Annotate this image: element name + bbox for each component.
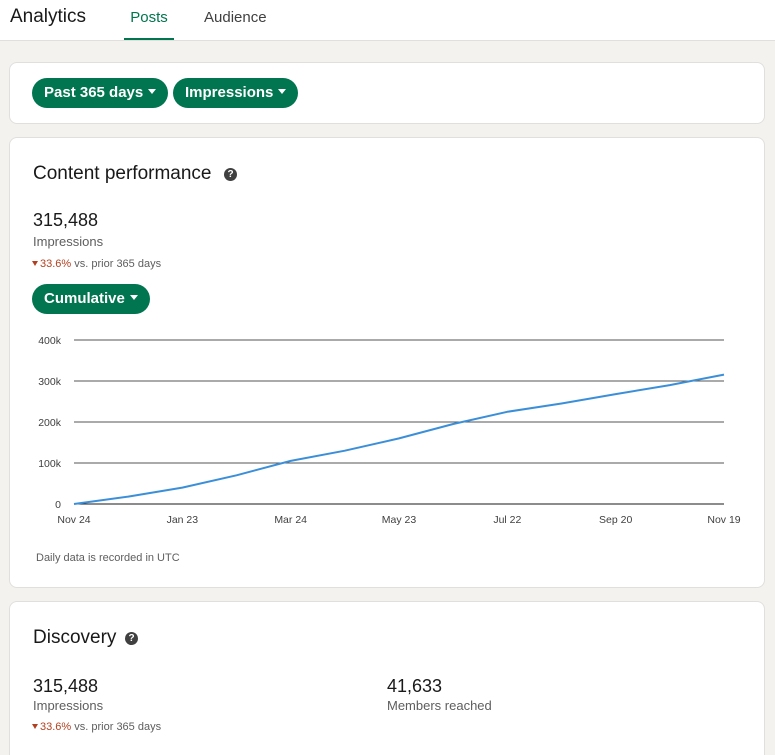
x-tick-label: Sep 20 [599,514,632,526]
metric-label: Impressions [185,84,274,101]
discovery-impressions-value: 315,488 [33,676,99,696]
impressions-label: Impressions [33,234,104,249]
active-tab-underline [124,38,174,40]
y-tick-label: 300k [38,376,62,388]
x-tick-label: Mar 24 [274,514,307,526]
y-tick-label: 0 [55,499,61,511]
delta-text: vs. prior 365 days [74,721,162,733]
x-tick-label: Jul 22 [493,514,521,526]
utc-footnote: Daily data is recorded in UTC [36,552,180,564]
top-bar: Analytics Posts Audience [0,0,775,41]
impressions-line [73,373,725,505]
y-tick-label: 100k [38,458,62,470]
discovery-card: Discovery ? 315,488 Impressions 33.6% vs… [9,601,765,755]
discovery-impressions-label: Impressions [33,698,104,713]
x-tick-label: May 23 [382,514,417,526]
impressions-value: 315,488 [33,210,99,230]
caret-down-icon [148,88,157,94]
date-range-dropdown[interactable]: Past 365 days [32,78,169,108]
tab-posts[interactable]: Posts [124,9,174,40]
cumulative-dropdown[interactable]: Cumulative [32,284,150,314]
help-icon[interactable]: ? [224,168,237,181]
filters-card: Past 365 days Impressions [9,62,765,124]
members-reached-label: Members reached [387,698,492,713]
y-tick-label: 400k [38,335,62,347]
x-tick-label: Nov 19 [707,514,740,526]
content-performance-card: Content performance ? 315,488 Impression… [9,137,765,588]
content-performance-title: Content performance [33,163,212,184]
app-title: Analytics [10,6,87,27]
metric-dropdown[interactable]: Impressions [173,78,299,108]
delta-percent: 33.6% [40,721,72,733]
members-reached-value: 41,633 [387,676,443,696]
caret-down-icon [278,88,287,94]
date-range-label: Past 365 days [44,84,144,101]
down-triangle-icon [32,261,38,266]
caret-down-icon [129,294,138,300]
x-tick-label: Nov 24 [57,514,90,526]
x-tick-label: Jan 23 [167,514,199,526]
help-icon[interactable]: ? [125,632,138,645]
y-axis-ticks: 0 100k 200k 300k 400k [38,335,62,511]
chart-grid [74,339,724,505]
impressions-delta: 33.6% vs. prior 365 days [32,258,161,270]
x-axis-ticks: Nov 24 Jan 23 Mar 24 May 23 Jul 22 Sep 20 Nov … [57,514,740,526]
y-tick-label: 200k [38,417,62,429]
discovery-delta: 33.6% vs. prior 365 days [32,721,161,733]
cumulative-label: Cumulative [44,290,125,307]
impressions-chart: 0 100k 200k 300k 400k Nov 24 Jan 23 Mar 24 May … [38,335,741,526]
discovery-title: Discovery [33,627,117,648]
tab-audience[interactable]: Audience [204,9,267,26]
tab-posts-label: Posts [130,9,168,26]
chart-series [73,373,725,505]
delta-text: vs. prior 365 days [74,258,162,270]
down-triangle-icon [32,724,38,729]
delta-percent: 33.6% [40,258,72,270]
